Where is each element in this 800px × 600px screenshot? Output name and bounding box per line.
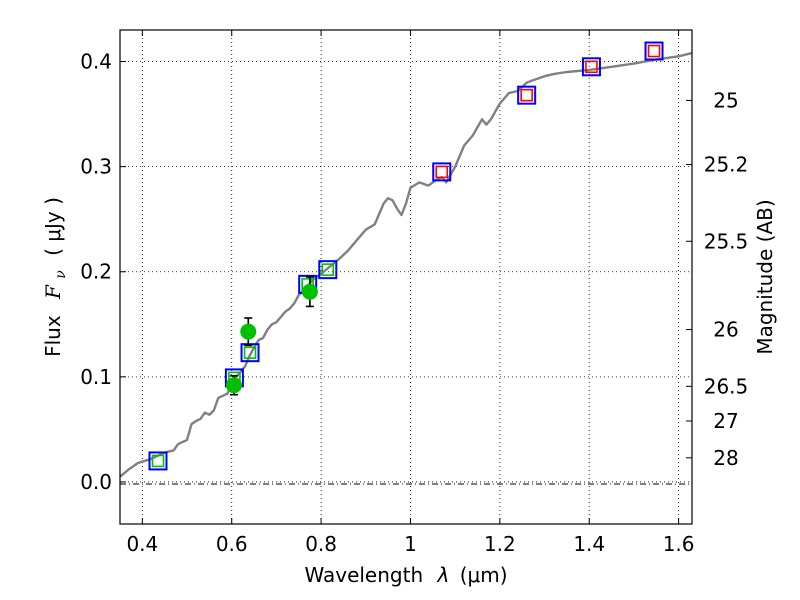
model-spectrum [119, 51, 693, 478]
x-axis-label-symbol: λ [437, 563, 450, 587]
model-flux-square [581, 57, 601, 77]
y-tick-label: 0.4 [80, 50, 112, 74]
y-tick-label: 0.0 [80, 470, 112, 494]
model-flux-square [148, 451, 168, 471]
spectrum-line [119, 51, 693, 478]
axis-ticks: 0.4 0.6 0.8 1 1.2 1.4 1.6 0.0 0.1 0.2 0.3 0.4 25 25.2… [80, 30, 748, 556]
x-tick-label: 0.8 [305, 532, 337, 556]
y2-tick-label: 25.2 [704, 153, 749, 177]
photometry-markers [148, 41, 664, 471]
plot-frame [119, 29, 693, 525]
y-axis-label-unit: ( μJy ) [41, 197, 65, 256]
y2-tick-label: 28 [713, 446, 738, 470]
synthetic-flux-square [647, 44, 661, 58]
synthetic-flux-square [520, 88, 533, 102]
x-tick-label: 0.4 [126, 532, 158, 556]
x-tick-label: 1.4 [573, 532, 605, 556]
y-axis-label-symbol: F [41, 284, 65, 300]
y2-tick-label: 27 [713, 409, 738, 433]
synthetic-flux-square [321, 263, 335, 276]
observed-point [225, 377, 242, 394]
synthetic-flux-square [435, 165, 449, 179]
x-axis-label-unit: (μm) [460, 563, 508, 587]
y-axis-label-subscript: ν [53, 270, 69, 279]
model-flux-square [644, 41, 664, 61]
model-flux-square [517, 85, 537, 105]
y2-tick-label: 25 [713, 88, 738, 112]
y-tick-label: 0.3 [80, 155, 112, 179]
x-tick-label: 1 [404, 532, 417, 556]
synthetic-flux-square [151, 454, 165, 468]
x-axis-label-text: Wavelength [304, 563, 423, 587]
y2-tick-label: 26.5 [704, 374, 749, 398]
y-axis-label-prefix: Flux [41, 315, 65, 357]
observed-point [240, 323, 257, 340]
y-tick-label: 0.1 [80, 365, 112, 389]
y2-tick-label: 25.5 [704, 229, 749, 253]
model-flux-square [432, 162, 452, 182]
synthetic-flux-square [243, 346, 257, 359]
observed-point [301, 283, 318, 300]
x-axis-label: Wavelength λ (μm) [304, 563, 507, 587]
synthetic-flux-square [585, 60, 598, 74]
x-tick-label: 1.6 [663, 532, 695, 556]
y-tick-label: 0.2 [80, 260, 112, 284]
x-tick-label: 1.2 [484, 532, 516, 556]
y-axis-label: Flux F ν ( μJy ) [41, 197, 70, 357]
y2-axis-label: Magnitude (AB) [753, 199, 777, 354]
model-flux-square [318, 260, 338, 280]
y2-tick-label: 26 [713, 318, 738, 342]
x-tick-label: 0.6 [216, 532, 248, 556]
model-flux-square [240, 343, 260, 363]
grid [120, 30, 692, 524]
